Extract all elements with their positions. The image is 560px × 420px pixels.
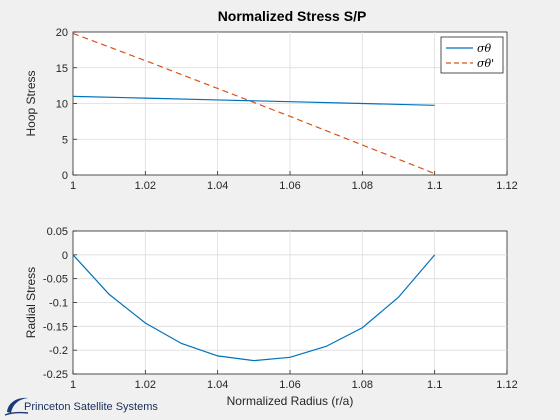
- legend: σθ σθ': [440, 36, 504, 74]
- y-axis-label: Radial Stress: [24, 267, 38, 338]
- x-tick-label: 1.04: [207, 379, 228, 391]
- x-tick-label: 1: [70, 379, 76, 391]
- series-line-0: [72, 254, 436, 362]
- x-tick-label: 1.04: [207, 180, 228, 192]
- y-tick-label: 0: [62, 170, 68, 182]
- y-tick-label: 20: [56, 27, 68, 39]
- series-line-0: [72, 95, 435, 106]
- logo-text: Princeton Satellite Systems: [24, 401, 158, 413]
- y-tick-label: 15: [56, 63, 68, 75]
- y-tick-label: 10: [56, 99, 68, 111]
- x-tick-label: 1.1: [427, 180, 442, 192]
- x-tick-label: 1: [70, 180, 76, 192]
- radial-stress-axes: 1 1.02 1.04 1.06 1.08 1.1 1.12 -0.25 -0.2 -0.15 -0…: [24, 226, 518, 408]
- figure-title: Normalized Stress S/P: [218, 8, 367, 24]
- x-tick-label: 1.08: [352, 180, 373, 192]
- swoosh-logo-icon: [4, 397, 29, 416]
- legend-box: [440, 36, 504, 74]
- y-tick-label: 0: [62, 250, 68, 262]
- x-tick-label: 1.06: [279, 180, 300, 192]
- company-logo: Princeton Satellite Systems: [4, 394, 158, 418]
- legend-label-0: σθ: [477, 42, 492, 55]
- y-tick-label: -0.15: [43, 321, 68, 333]
- y-tick-label: -0.05: [43, 274, 68, 286]
- y-tick-label: 0.05: [47, 226, 68, 238]
- x-tick-label: 1.02: [135, 379, 156, 391]
- x-tick-label: 1.12: [496, 379, 517, 391]
- y-tick-label: -0.2: [49, 345, 68, 357]
- y-tick-label: -0.25: [43, 369, 68, 381]
- x-axis-label: Normalized Radius (r/a): [227, 394, 354, 408]
- series-line-1: [72, 32, 435, 175]
- x-tick-label: 1.02: [135, 180, 156, 192]
- x-tick-label: 1.12: [496, 180, 517, 192]
- x-tick-label: 1.08: [352, 379, 373, 391]
- x-tick-label: 1.1: [427, 379, 442, 391]
- y-axis-label: Hoop Stress: [24, 70, 38, 136]
- legend-label-1: σθ': [477, 57, 494, 70]
- x-tick-label: 1.06: [279, 379, 300, 391]
- y-tick-label: 5: [62, 134, 68, 146]
- hoop-stress-axes: 1 1.02 1.04 1.06 1.08 1.1 1.12 0 5 10 15 20 Hoop Str…: [24, 27, 518, 192]
- y-tick-label: -0.1: [49, 298, 68, 310]
